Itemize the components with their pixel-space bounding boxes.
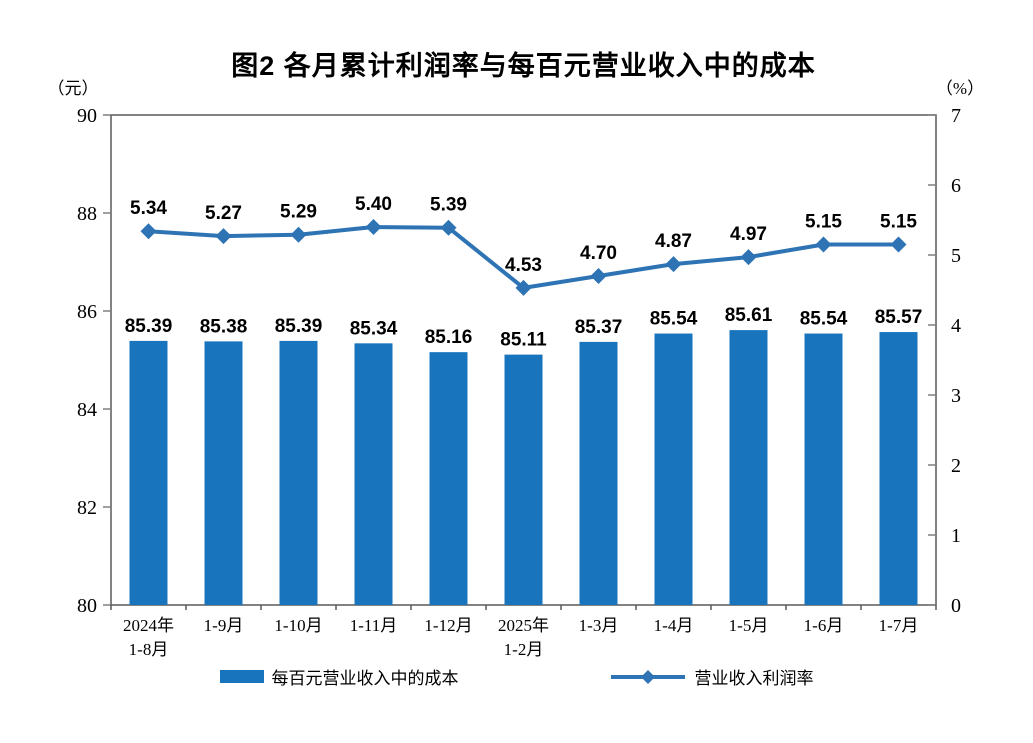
left-axis-tick-label: 82 bbox=[77, 497, 97, 519]
bar-value-label: 85.37 bbox=[575, 317, 623, 338]
bar bbox=[504, 354, 543, 605]
line-marker-diamond-icon bbox=[140, 223, 157, 240]
bar-series-swatch-icon bbox=[219, 670, 264, 683]
line-series: 5.34 5.27 5.29 5.40 5.39 4.53 4.70 4.87 4.97 5.15… bbox=[130, 194, 917, 296]
right-axis-tick-label: 3 bbox=[951, 385, 961, 407]
line-value-label: 4.97 bbox=[730, 224, 767, 245]
right-axis-unit-label: （%） bbox=[935, 79, 985, 98]
bar bbox=[354, 343, 393, 605]
right-axis-tick-label: 6 bbox=[951, 175, 961, 197]
category-label: 1-10月 bbox=[274, 616, 322, 635]
line-marker-diamond-icon bbox=[215, 228, 232, 245]
category-label: 2024年 bbox=[123, 616, 174, 635]
bar-value-label: 85.38 bbox=[200, 316, 248, 337]
legend-item-profit: 营业收入利润率 bbox=[609, 664, 814, 689]
line-marker-diamond-icon bbox=[290, 226, 307, 243]
line-value-label: 5.34 bbox=[130, 198, 167, 219]
chart-title: 图2 各月累计利润率与每百元营业收入中的成本 bbox=[231, 51, 816, 81]
line-value-label: 5.15 bbox=[880, 212, 917, 233]
category-label: 1-7月 bbox=[879, 616, 919, 635]
bar-value-label: 85.54 bbox=[650, 309, 698, 330]
bar-value-label: 85.57 bbox=[875, 307, 923, 328]
right-axis-tick-label: 0 bbox=[951, 595, 961, 617]
bar-value-label: 85.39 bbox=[125, 316, 173, 337]
category-label: 1-11月 bbox=[350, 616, 398, 635]
category-label: 1-3月 bbox=[579, 616, 619, 635]
line-value-label: 4.70 bbox=[580, 243, 617, 264]
category-label: 1-12月 bbox=[424, 616, 472, 635]
right-axis-tick-label: 7 bbox=[951, 105, 961, 127]
bar bbox=[429, 352, 468, 605]
bar bbox=[204, 341, 243, 605]
bar bbox=[129, 340, 168, 605]
legend-label-profit: 营业收入利润率 bbox=[694, 669, 814, 688]
left-axis-tick-label: 84 bbox=[77, 399, 97, 421]
right-axis-tick-label: 4 bbox=[951, 315, 961, 337]
category-label: 1-8月 bbox=[129, 640, 169, 659]
category-label: 2025年 bbox=[498, 616, 549, 635]
bar-value-label: 85.54 bbox=[800, 309, 848, 330]
bar-value-label: 85.16 bbox=[425, 327, 473, 348]
combo-chart-canvas: 90 88 86 84 82 80 7 6 5 4 3 2 1 0 2024年 1-8月 1-9月 1-10月 1-… bbox=[77, 105, 961, 659]
category-label: 1-4月 bbox=[654, 616, 694, 635]
left-axis: 90 88 86 84 82 80 bbox=[77, 105, 111, 617]
line-marker-diamond-icon bbox=[515, 279, 532, 296]
right-axis-tick-label: 1 bbox=[951, 525, 961, 547]
category-label: 1-6月 bbox=[804, 616, 844, 635]
x-axis bbox=[110, 605, 937, 610]
line-value-label: 5.15 bbox=[805, 212, 842, 233]
right-axis-tick-label: 5 bbox=[951, 245, 961, 267]
left-axis-tick-label: 86 bbox=[77, 301, 97, 323]
left-axis-unit-label: （元） bbox=[47, 79, 99, 98]
line-series-swatch-icon bbox=[610, 669, 685, 684]
line-marker-diamond-icon bbox=[740, 249, 757, 266]
left-axis-tick-label: 88 bbox=[77, 203, 97, 225]
right-axis: 7 6 5 4 3 2 1 0 bbox=[928, 105, 961, 617]
bar-value-label: 85.39 bbox=[275, 316, 323, 337]
bar-value-label: 85.61 bbox=[725, 305, 773, 326]
line-value-label: 5.29 bbox=[280, 202, 317, 223]
x-axis-category-labels: 2024年 1-8月 1-9月 1-10月 1-11月 1-12月 2025年 1-2月 1-3… bbox=[123, 616, 918, 659]
line-marker-diamond-icon bbox=[365, 219, 382, 235]
legend-item-cost: 每百元营业收入中的成本 bbox=[219, 664, 459, 689]
left-axis-tick-label: 90 bbox=[77, 105, 97, 127]
line-value-label: 5.40 bbox=[355, 194, 392, 215]
left-axis-tick-label: 80 bbox=[77, 595, 97, 617]
line-marker-diamond-icon bbox=[590, 268, 607, 284]
bar bbox=[804, 333, 843, 605]
category-label: 1-5月 bbox=[729, 616, 769, 635]
line-marker-diamond-icon bbox=[440, 219, 457, 236]
category-label: 1-2月 bbox=[504, 640, 544, 659]
bar bbox=[279, 340, 318, 605]
bar-series: 85.39 85.38 85.39 85.34 85.16 85.11 85.37 85.54… bbox=[125, 305, 923, 605]
right-axis-tick-label: 2 bbox=[951, 455, 961, 477]
line-marker-diamond-icon bbox=[665, 256, 682, 273]
bar bbox=[729, 330, 768, 605]
line-value-label: 4.87 bbox=[655, 231, 692, 252]
chart-legend: 每百元营业收入中的成本 营业收入利润率 bbox=[0, 664, 1033, 689]
bar bbox=[579, 341, 618, 605]
bar bbox=[879, 332, 918, 605]
line-value-label: 5.39 bbox=[430, 195, 467, 216]
bar-value-label: 85.34 bbox=[350, 318, 398, 339]
line-value-label: 4.53 bbox=[505, 255, 542, 276]
line-marker-diamond-icon bbox=[890, 236, 907, 253]
bar bbox=[654, 333, 693, 605]
legend-label-cost: 每百元营业收入中的成本 bbox=[271, 669, 459, 688]
category-label: 1-9月 bbox=[204, 616, 244, 635]
bar-value-label: 85.11 bbox=[500, 330, 547, 351]
line-value-label: 5.27 bbox=[205, 203, 242, 224]
line-marker-diamond-icon bbox=[815, 236, 832, 253]
